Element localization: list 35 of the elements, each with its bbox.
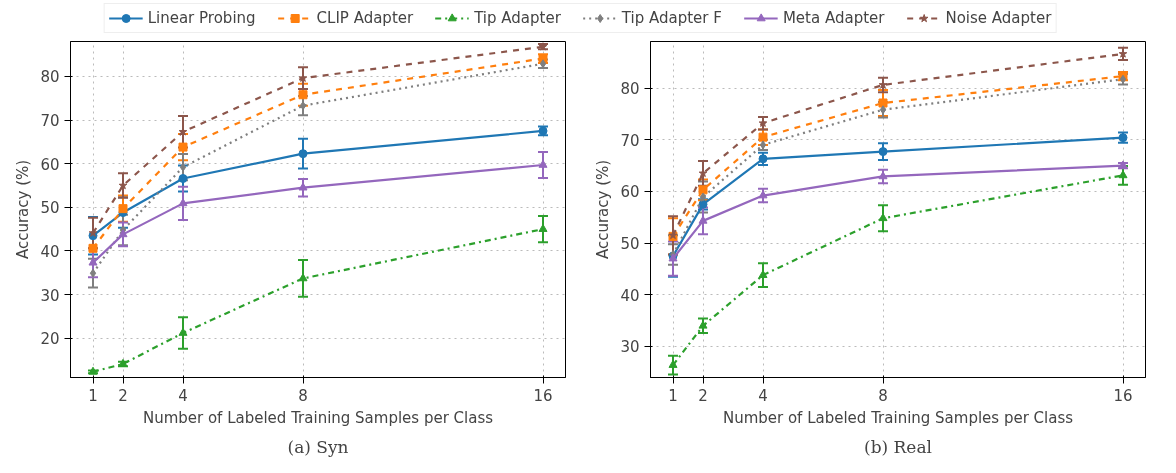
y-tick-label: 80 [620,80,640,99]
x-axis-title: Number of Labeled Training Samples per Class [142,408,494,427]
y-tick-label: 50 [40,199,60,218]
x-tick-label: 1 [668,386,678,405]
y-axis-title: Accuracy (%) [14,159,33,260]
x-axis-title: Number of Labeled Training Samples per Class [722,408,1074,427]
y-tick-label: 70 [620,131,640,150]
legend-label: Meta Adapter [782,9,885,27]
x-tick-label: 2 [118,386,128,405]
y-tick-label: 60 [620,183,640,202]
x-tick-label: 8 [298,386,308,405]
legend-label: CLIP Adapter [316,9,414,27]
y-tick-label: 20 [40,330,60,349]
text: (a) Syn [287,436,349,457]
x-tick-label: 16 [533,386,553,405]
legend-label: Noise Adapter [945,9,1052,27]
x-tick-label: 16 [1113,386,1133,405]
x-tick-label: 2 [698,386,708,405]
x-tick-label: 4 [758,386,768,405]
legend-label: Linear Probing [147,9,256,27]
y-tick-label: 70 [40,112,60,131]
y-tick-label: 80 [40,68,60,87]
x-tick-label: 4 [178,386,188,405]
y-tick-label: 50 [620,235,640,254]
text: (b) Real [864,436,932,457]
y-tick-label: 30 [620,338,640,357]
y-tick-label: 40 [40,242,60,261]
y-axis-title: Accuracy (%) [594,159,613,260]
legend-label: Tip Adapter [474,9,561,27]
y-tick-label: 60 [40,155,60,174]
legend-label: Tip Adapter F [621,9,722,27]
y-tick-label: 40 [620,286,640,305]
x-tick-label: 8 [878,386,888,405]
x-tick-label: 1 [88,386,98,405]
y-tick-label: 30 [40,286,60,305]
